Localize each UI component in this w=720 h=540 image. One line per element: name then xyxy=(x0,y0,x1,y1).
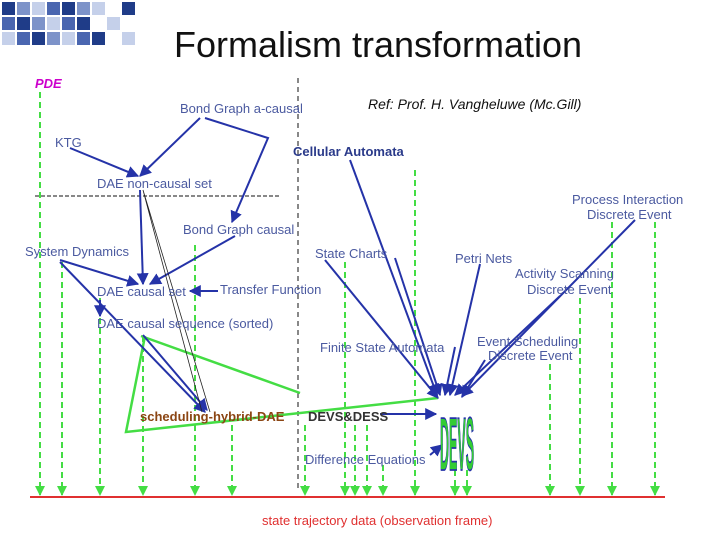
node: DAE causal sequence (sorted) xyxy=(97,316,273,331)
node: System Dynamics xyxy=(25,244,130,259)
node: Bond Graph causal xyxy=(183,222,294,237)
node: DAE non-causal set xyxy=(97,176,212,191)
decoration-square xyxy=(17,17,30,30)
decoration-square xyxy=(77,32,90,45)
node: PDE xyxy=(35,76,62,91)
decoration xyxy=(2,2,135,45)
decoration-square xyxy=(62,2,75,15)
node: Bond Graph a-causal xyxy=(180,101,303,116)
node: Process Interaction xyxy=(572,192,683,207)
decoration-square xyxy=(77,2,90,15)
decoration-square xyxy=(122,32,135,45)
node: Event Scheduling xyxy=(477,334,578,349)
reference: Ref: Prof. H. Vangheluwe (Mc.Gill) xyxy=(368,96,581,112)
node: Petri Nets xyxy=(455,251,513,266)
node: Activity Scanning xyxy=(515,266,614,281)
decoration-square xyxy=(62,17,75,30)
decoration-square xyxy=(17,32,30,45)
decoration-square xyxy=(47,17,60,30)
node: DAE causal set xyxy=(97,284,186,299)
node: State Charts xyxy=(315,246,388,261)
node: KTG xyxy=(55,135,82,150)
decoration-square xyxy=(47,2,60,15)
decoration-square xyxy=(32,32,45,45)
decoration-square xyxy=(92,32,105,45)
decoration-square xyxy=(2,17,15,30)
decoration-square xyxy=(17,2,30,15)
node: Transfer Function xyxy=(220,282,321,297)
decoration-square xyxy=(2,2,15,15)
node: Difference Equations xyxy=(305,452,426,467)
decoration-square xyxy=(92,2,105,15)
node: Finite State Automata xyxy=(320,340,445,355)
decoration-square xyxy=(32,17,45,30)
footer: state trajectory data (observation frame… xyxy=(262,513,493,528)
decoration-square xyxy=(107,17,120,30)
decoration-square xyxy=(62,32,75,45)
decoration-square xyxy=(47,32,60,45)
node: DEVS xyxy=(440,403,474,487)
node: Cellular Automata xyxy=(293,144,405,159)
blue-arrows xyxy=(59,117,636,457)
title: Formalism transformation xyxy=(174,24,582,65)
node: Discrete Event xyxy=(527,282,612,297)
decoration-square xyxy=(77,17,90,30)
node: scheduling-hybrid-DAE xyxy=(140,409,285,424)
green-arrows xyxy=(35,92,660,496)
decoration-square xyxy=(2,32,15,45)
node: Discrete Event xyxy=(587,207,672,222)
node: Discrete Event xyxy=(488,348,573,363)
decoration-square xyxy=(122,2,135,15)
decoration-square xyxy=(32,2,45,15)
node: DEVS&DESS xyxy=(308,409,389,424)
